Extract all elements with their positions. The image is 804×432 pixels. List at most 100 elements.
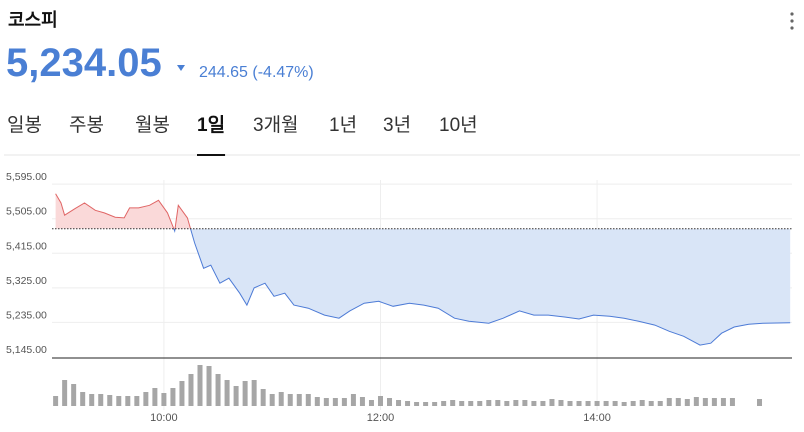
- volume-bar: [486, 400, 492, 406]
- volume-bar: [441, 401, 447, 406]
- volume-bar: [504, 401, 510, 406]
- volume-bar: [684, 399, 690, 406]
- volume-bar: [377, 396, 383, 406]
- volume-bar: [648, 401, 654, 406]
- volume-bar: [98, 394, 104, 406]
- volume-bar: [594, 401, 600, 406]
- volume-bar: [350, 394, 356, 406]
- volume-bar: [143, 392, 149, 406]
- volume-bar: [639, 400, 645, 406]
- x-tick-label: 12:00: [367, 412, 395, 424]
- volume-bar: [287, 394, 293, 406]
- volume-bar: [729, 398, 735, 406]
- volume-bar: [89, 394, 95, 406]
- volume-bar: [720, 398, 726, 406]
- volume-bar: [242, 381, 248, 406]
- volume-bar: [80, 392, 86, 406]
- y-tick-label: 5,595.00: [6, 171, 47, 183]
- y-tick-label: 5,505.00: [6, 206, 47, 218]
- volume-bar: [612, 401, 618, 406]
- tab[interactable]: 1일: [197, 114, 225, 136]
- change: 244.65 (-4.47%): [199, 64, 314, 81]
- volume-bar: [323, 398, 329, 406]
- volume-bar: [134, 396, 140, 406]
- tab[interactable]: 10년: [439, 114, 478, 136]
- volume-bar: [396, 400, 402, 406]
- menu-icon[interactable]: [790, 12, 794, 30]
- tab[interactable]: 월봉: [135, 114, 170, 136]
- volume-bar: [414, 402, 420, 406]
- tabs: 일봉 주봉 월봉 1일 3개월 1년 3년 10년: [7, 114, 478, 156]
- volume-bar: [53, 396, 59, 406]
- volume-bar: [459, 401, 465, 406]
- price-line-up: [55, 193, 192, 229]
- volume-bar: [549, 399, 555, 406]
- volume-bar: [188, 374, 194, 406]
- volume-bar: [116, 396, 122, 406]
- area-up: [55, 193, 791, 229]
- volume-bar: [341, 398, 347, 406]
- volume-bar: [603, 401, 609, 406]
- volume-bar: [675, 398, 681, 406]
- volume-bar: [693, 397, 699, 406]
- tab[interactable]: 1년: [329, 114, 357, 136]
- tab[interactable]: 3개월: [253, 114, 299, 136]
- x-tick-label: 10:00: [150, 412, 178, 424]
- volume-bar: [368, 400, 374, 406]
- volume-bar: [233, 386, 239, 406]
- volume-bar: [522, 400, 528, 406]
- title: 코스피: [8, 10, 58, 30]
- volume-bar: [432, 402, 438, 406]
- volume-bar: [269, 394, 275, 406]
- tab[interactable]: 주봉: [69, 115, 104, 136]
- down-arrow: [177, 65, 185, 71]
- volume-bar: [657, 401, 663, 406]
- volume-bar: [468, 401, 474, 406]
- volume-bar: [702, 398, 708, 406]
- volume-bar: [585, 401, 591, 406]
- volume-bar: [630, 401, 636, 406]
- volume-bar: [531, 401, 537, 406]
- volume-bar: [387, 398, 393, 406]
- chart: 5,145.00 5,235.00 5,325.00 5,415.00 5,505.00…: [6, 171, 792, 424]
- volume-bar: [107, 395, 113, 406]
- volume-bar: [666, 398, 672, 406]
- volume-bar: [558, 400, 564, 406]
- volume-bar: [197, 365, 203, 406]
- volume-bar: [179, 381, 185, 406]
- volume-bar: [540, 401, 546, 406]
- volume-bar: [477, 401, 483, 406]
- volume-bar: [513, 400, 519, 406]
- volume-bar: [152, 388, 158, 406]
- volume-bar: [71, 384, 77, 406]
- volume-bar: [314, 397, 320, 406]
- volume-bar: [125, 396, 131, 406]
- volume-bar: [224, 380, 230, 406]
- volume-bar: [332, 398, 338, 406]
- volume-bar: [215, 374, 221, 406]
- volume-bar: [62, 380, 68, 406]
- volume-bar: [405, 401, 411, 406]
- volume-bar: [170, 388, 176, 406]
- tab[interactable]: 일봉: [7, 114, 42, 136]
- volume-bar: [567, 401, 573, 406]
- volume-bar: [161, 393, 167, 406]
- volume-bar: [260, 389, 266, 406]
- y-tick-label: 5,325.00: [6, 275, 47, 287]
- tab-underline: [197, 154, 226, 156]
- price-line-down: [173, 228, 791, 346]
- x-tick-label: 14:00: [583, 412, 611, 424]
- volume-bar: [423, 402, 429, 406]
- y-tick-label: 5,415.00: [6, 240, 47, 252]
- price: 5,234.05: [6, 41, 162, 85]
- volume-bar: [305, 394, 311, 406]
- y-tick-label: 5,145.00: [6, 344, 47, 356]
- volume-bar: [495, 400, 501, 406]
- volume-bar: [296, 394, 302, 406]
- area-down: [173, 228, 791, 346]
- volume-bar: [359, 397, 365, 406]
- volume-bar: [450, 400, 456, 406]
- tab[interactable]: 3년: [383, 114, 411, 136]
